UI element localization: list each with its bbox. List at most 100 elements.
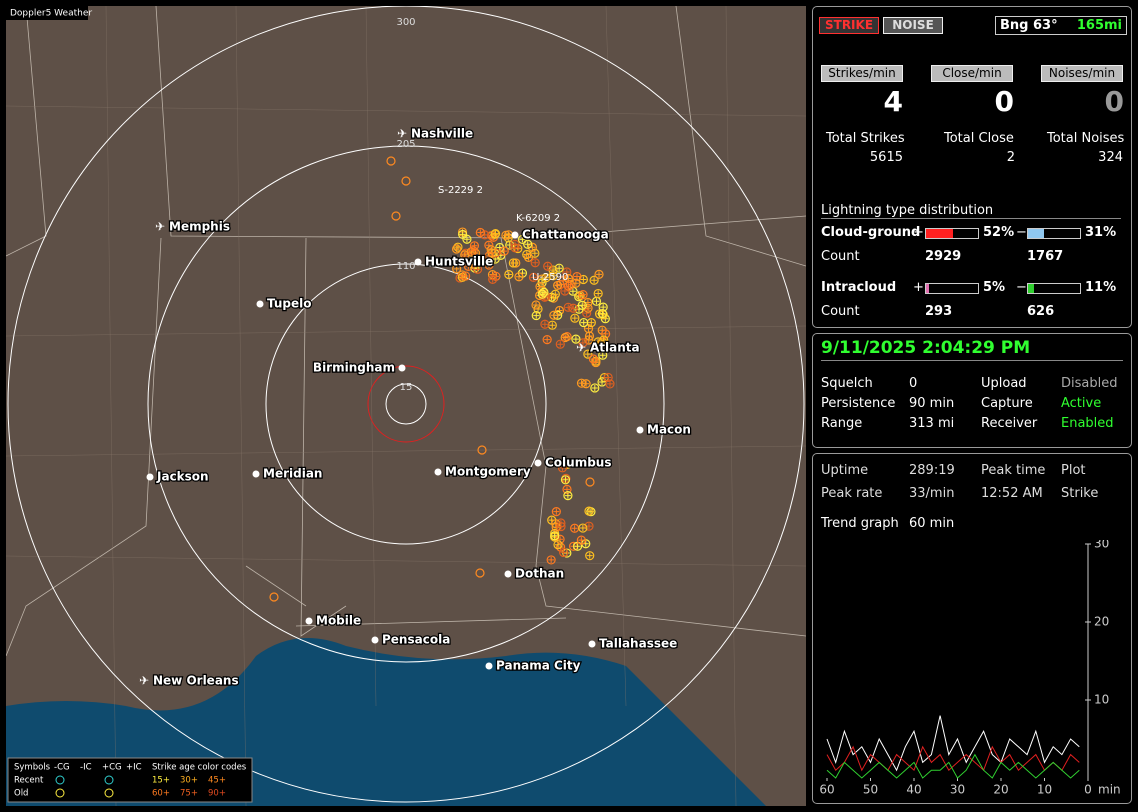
strike-symbol <box>486 252 493 259</box>
city-dot <box>636 426 644 434</box>
strike-symbol <box>554 282 561 289</box>
strike-symbol <box>585 551 595 561</box>
strike-symbol <box>546 555 556 565</box>
strike-symbol <box>543 261 553 271</box>
city-dot <box>398 364 406 372</box>
setting-cell: Upload <box>981 376 1027 391</box>
strike-symbol <box>591 384 598 391</box>
dist-sign: − <box>1016 280 1027 295</box>
strike-symbol <box>583 303 593 313</box>
strike-symbol <box>585 477 595 487</box>
x-tick-label: 20 <box>993 783 1008 797</box>
strike-symbol <box>453 265 460 272</box>
city-dot <box>588 640 596 648</box>
strike-symbol <box>527 242 538 252</box>
total-value: 324 <box>1098 150 1123 165</box>
strike-symbol <box>605 374 612 381</box>
strike-symbol <box>471 242 478 249</box>
strike-symbol <box>577 300 587 310</box>
strike-symbol <box>580 319 587 326</box>
strike-symbol <box>489 276 496 283</box>
strike-symbol <box>484 240 494 250</box>
city-label: Columbus <box>545 456 612 470</box>
strike-symbol <box>584 521 594 531</box>
range-ring <box>7 6 805 803</box>
stat-cell: Peak time <box>981 463 1046 478</box>
dist-bar <box>926 229 954 238</box>
total-value: 2 <box>1006 150 1015 165</box>
legend-header: -IC <box>80 763 92 773</box>
dist-percent: 31% <box>1085 225 1117 240</box>
strike-symbol <box>541 321 548 328</box>
range-rings <box>7 6 805 803</box>
city-label: Montgomery <box>445 465 531 479</box>
city-label: Dothan <box>515 567 564 581</box>
strike-symbol <box>499 246 509 256</box>
count-value: 2929 <box>925 249 962 264</box>
stat-cell: Plot <box>1061 463 1086 478</box>
strike-symbol <box>548 556 555 563</box>
strike-symbol <box>533 301 540 308</box>
strike-tag: S-2229 2 <box>438 185 483 196</box>
strike-symbol <box>596 271 603 278</box>
strike-symbol <box>501 230 511 240</box>
strike-symbol <box>491 271 501 281</box>
clock: 9/11/2025 2:04:29 PM <box>821 338 1123 361</box>
strike-symbol <box>544 263 551 270</box>
county-lines <box>6 6 806 806</box>
trend-panel: Uptime 289:19 Peak time Plot Peak rate 33/min… <box>812 453 1132 804</box>
strike-symbol <box>564 492 571 499</box>
radar-map: ✈ Nashville ✈ Memphis Chattanooga Huntsville T… <box>6 6 806 806</box>
count-value: 626 <box>1027 304 1055 319</box>
strike-symbol <box>469 241 480 251</box>
dist-sign: − <box>1016 225 1027 240</box>
bearing: Bng 63° <box>1000 18 1058 33</box>
strike-button[interactable]: STRIKE <box>819 17 879 34</box>
strike-symbol <box>594 269 604 279</box>
strike-symbol <box>540 319 550 329</box>
strike-symbol <box>474 266 481 273</box>
strike-symbol <box>600 311 607 318</box>
city-dot <box>534 459 542 467</box>
airport-icon: ✈ <box>576 341 586 355</box>
strike-symbol <box>514 272 524 282</box>
total-label: Total Noises <box>1047 131 1125 146</box>
strike-tag: K-6209 2 <box>516 213 560 224</box>
bearing-box: Bng 63° 165mi <box>995 16 1127 35</box>
stat-cell: Peak rate <box>821 486 883 501</box>
strike-symbol <box>557 341 564 348</box>
strike-symbol <box>553 524 560 531</box>
trend-label: Trend graph <box>821 516 899 531</box>
city-label: Meridian <box>263 467 322 481</box>
setting-cell: Receiver <box>981 416 1038 431</box>
y-tick-label: 10 <box>1094 693 1109 707</box>
counter-label: Close/min <box>931 65 1013 82</box>
dist-bar-frame <box>1027 228 1081 239</box>
legend-age: 75+ <box>180 789 198 799</box>
strike-symbol <box>552 291 559 298</box>
city-label: Atlanta <box>590 341 640 355</box>
strike-symbol <box>585 325 592 332</box>
strike-symbol <box>573 273 580 280</box>
strike-symbol <box>468 246 478 256</box>
legend-header: +CG <box>102 763 122 773</box>
dist-sign: + <box>913 225 924 240</box>
city-label: New Orleans <box>153 674 239 688</box>
noise-button[interactable]: NOISE <box>883 17 943 34</box>
title-bg <box>6 6 88 20</box>
legend-row-label: Recent <box>14 776 44 786</box>
dist-bar-frame <box>925 228 979 239</box>
setting-cell: 313 mi <box>909 416 955 431</box>
strike-symbol <box>555 541 562 548</box>
strike-symbol <box>488 274 498 284</box>
strike-symbol <box>531 300 541 310</box>
strike-symbol <box>477 445 487 455</box>
strike-symbol <box>557 523 564 530</box>
settings-panel: 9/11/2025 2:04:29 PM Squelch 0 Upload Disab… <box>812 333 1132 448</box>
strike-symbol <box>557 463 568 473</box>
strike-symbol <box>562 267 572 277</box>
city-label: Panama City <box>496 659 581 673</box>
strike-symbol <box>591 277 598 284</box>
strike-symbol <box>579 317 589 328</box>
legend-row-label: Old <box>14 789 28 799</box>
